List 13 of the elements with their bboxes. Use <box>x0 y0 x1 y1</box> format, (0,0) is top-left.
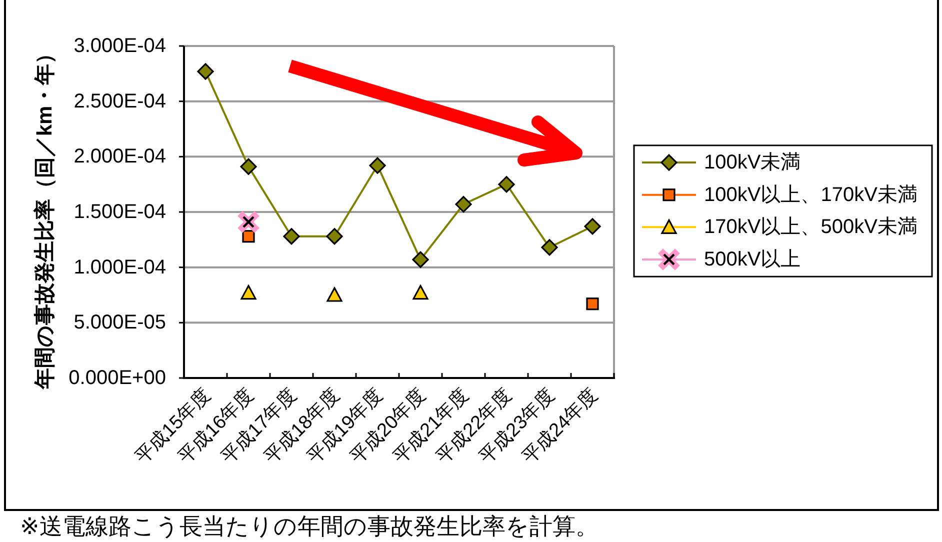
y-tick-label: 3.000E-04 <box>74 35 166 57</box>
y-tick-label: 5.000E-05 <box>74 312 166 334</box>
text: ※送電線路こう長当たりの年間の事故発生比率を計算。 <box>20 513 598 539</box>
legend-label: 170kV以上、500kV未満 <box>704 216 918 238</box>
y-axis-title: 年間の事故発生比率（回／km・年） <box>32 42 56 390</box>
legend-label: 500kV以上 <box>704 248 801 270</box>
legend-label: 100kV未満 <box>704 152 801 174</box>
legend-label: 100kV以上、170kV未満 <box>704 184 918 206</box>
y-tick-label: 2.500E-04 <box>74 90 166 112</box>
y-tick-label: 0.000E+00 <box>68 367 166 389</box>
y-tick-label: 2.000E-04 <box>74 146 166 168</box>
y-tick-label: 1.000E-04 <box>74 256 166 278</box>
y-tick-label: 1.500E-04 <box>74 201 166 223</box>
